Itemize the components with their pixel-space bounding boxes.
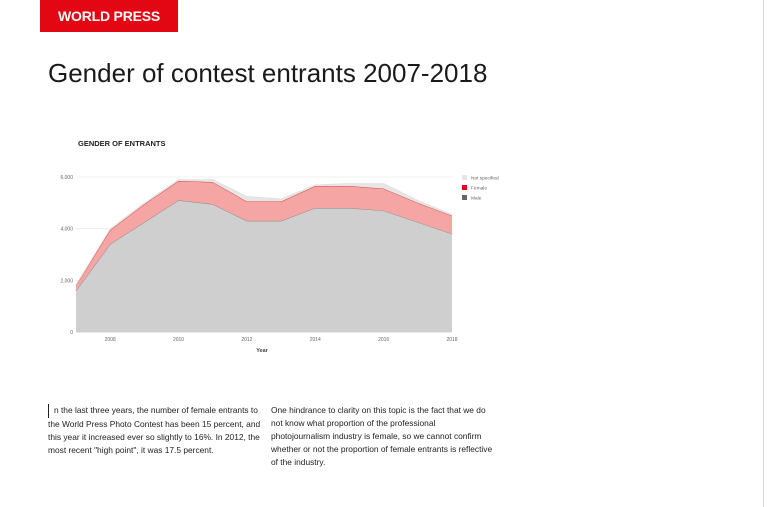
page-title: Gender of contest entrants 2007-2018 [48, 58, 488, 88]
legend-label: Not specified [471, 175, 499, 181]
x-axis-label: Year [256, 348, 268, 354]
line-male [75, 199, 453, 291]
chart-legend: Not specified Female Male [462, 175, 499, 201]
chart-title: GENDER OF ENTRANTS [78, 139, 166, 148]
area-female [76, 180, 452, 291]
x-tick-label: 2018 [446, 337, 457, 343]
drop-cap-mark [48, 404, 53, 418]
brand-logo: WORLD PRESS PHOTO [40, 0, 178, 56]
legend-swatch [462, 175, 467, 180]
x-tick-label: 2016 [378, 337, 389, 343]
page-edge-divider [763, 0, 764, 507]
line-not-specified [75, 179, 453, 286]
body-paragraph-1: n the last three years, the number of fe… [48, 404, 270, 457]
legend-label: Female [471, 185, 487, 191]
body-paragraph-1-text: n the last three years, the number of fe… [48, 405, 261, 455]
x-tick-label: 2012 [241, 337, 252, 343]
y-tick-label: 6,000 [60, 175, 73, 181]
x-axis-ticks: 2008 2010 2012 2014 2016 2018 [105, 337, 458, 343]
chart-areas [75, 179, 453, 332]
area-chart: 0 2,000 4,000 6,000 2008 2010 2012 2014 2016 201… [60, 175, 499, 354]
y-tick-label: 2,000 [60, 278, 73, 284]
area-male [76, 200, 452, 332]
y-axis-ticks: 0 2,000 4,000 6,000 [60, 175, 73, 336]
y-tick-label: 0 [70, 330, 73, 336]
legend-swatch [462, 195, 467, 200]
x-tick-label: 2014 [310, 337, 321, 343]
area-not-specified [76, 179, 452, 286]
line-female [75, 180, 453, 286]
y-tick-label: 4,000 [60, 227, 73, 233]
legend-label: Male [471, 195, 482, 201]
x-tick-label: 2008 [105, 337, 116, 343]
body-paragraph-2: One hindrance to clarity on this topic i… [271, 405, 493, 467]
x-tick-label: 2010 [173, 337, 184, 343]
legend-swatch [462, 185, 467, 190]
